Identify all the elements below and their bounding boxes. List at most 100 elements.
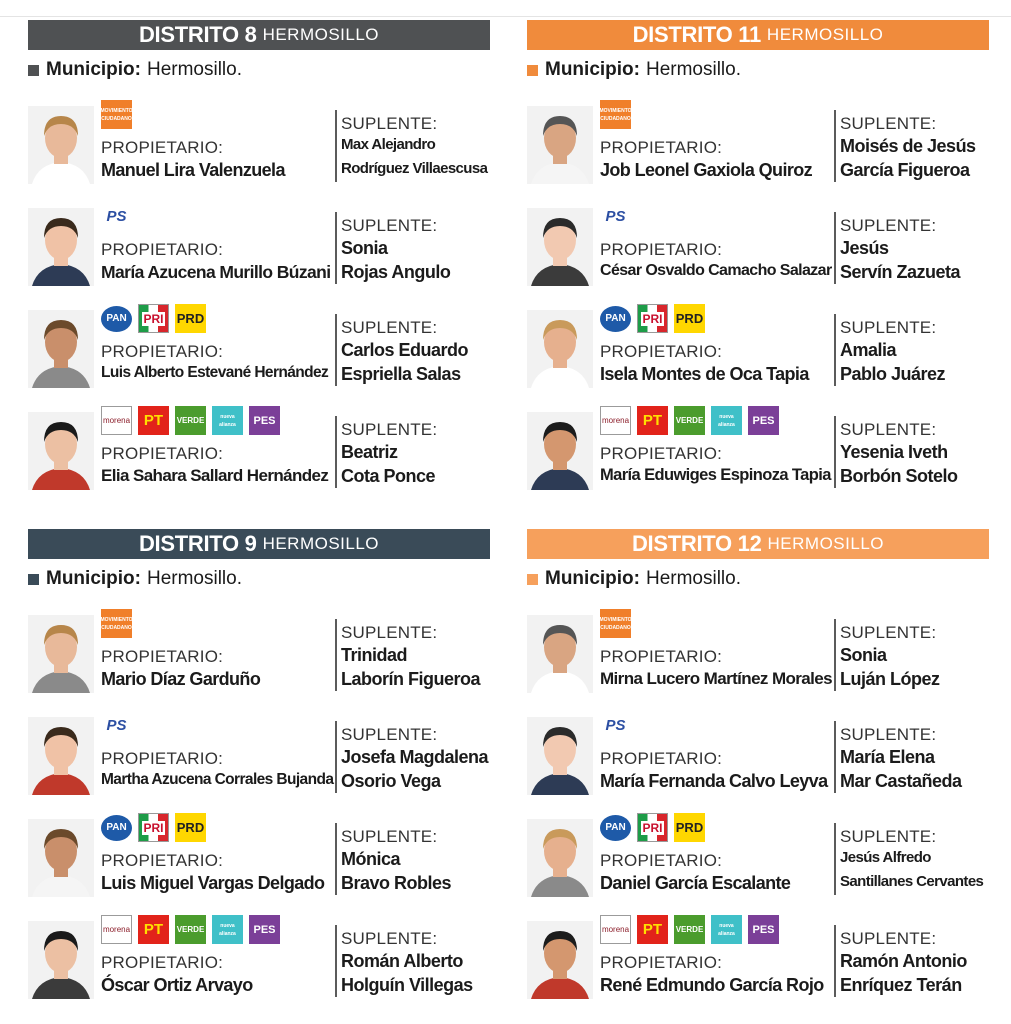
vertical-divider: [335, 721, 337, 793]
mc-logo-text: MOVIMIENTO CIUDADANO: [101, 107, 132, 122]
propietario-name: César Osvaldo Camacho Salazar: [600, 262, 832, 279]
propietario-label: PROPIETARIO:: [600, 953, 723, 972]
pan-logo-text: PAN: [101, 814, 132, 841]
vertical-divider: [335, 619, 337, 691]
suplente-label: SUPLENTE:: [341, 929, 438, 948]
suplente-name-line2: Servín Zazueta: [840, 262, 961, 282]
suplente-name-line2: Santillanes Cervantes: [840, 873, 984, 890]
morena-logo-icon: morena: [101, 915, 132, 944]
morena-logo-icon: morena: [101, 406, 132, 435]
candidate-row: PAN PRI PRD PROPIETARIO: Isela Montes de Oca…: [527, 304, 989, 388]
suplente-name-line2: Holguín Villegas: [341, 975, 473, 995]
vertical-divider: [834, 619, 836, 691]
municipio-label: Municipio:: [46, 568, 141, 589]
pri-logo-text: PRI: [641, 820, 664, 835]
candidate-row: PS PROPIETARIO: César Osvaldo Camacho Sala…: [527, 202, 989, 286]
district-block: DISTRITO 12 HERMOSILLO Municipio: Hermosill…: [527, 529, 989, 999]
propietario-label: PROPIETARIO:: [101, 240, 224, 259]
suplente-label: SUPLENTE:: [341, 216, 438, 235]
suplente-label: SUPLENTE:: [840, 827, 937, 846]
party-logos: morena PT VERDE nueva alianza PES: [600, 915, 785, 945]
district-title: DISTRITO 12: [631, 531, 762, 556]
propietario-name: Job Leonel Gaxiola Quiroz: [600, 160, 813, 180]
mc-logo-text: MOVIMIENTO CIUDADANO: [101, 616, 132, 631]
party-logos: PS: [600, 711, 637, 741]
propietario-label: PROPIETARIO:: [101, 851, 224, 870]
party-logos: PS: [600, 202, 637, 232]
suplente-name-line2: Enríquez Terán: [840, 975, 962, 995]
ps-logo-icon: PS: [600, 202, 631, 231]
propietario-label: PROPIETARIO:: [600, 444, 723, 463]
vertical-divider: [834, 721, 836, 793]
verde-logo-text: VERDE: [675, 416, 704, 425]
propietario-name: Luis Alberto Estevané Hernández: [101, 364, 329, 381]
district-title: DISTRITO 9: [138, 531, 257, 556]
prd-logo-icon: PRD: [674, 813, 705, 842]
district-header: DISTRITO 12 HERMOSILLO: [527, 529, 989, 559]
pan-logo-icon: PAN: [101, 304, 132, 333]
candidate-photo: [28, 819, 94, 897]
candidate-row: PAN PRI PRD PROPIETARIO: Luis Miguel Vargas …: [28, 813, 490, 897]
pri-logo-text: PRI: [142, 820, 165, 835]
morena-logo-text: morena: [102, 925, 131, 934]
pri-logo-icon: PRI: [138, 813, 169, 842]
pt-logo-icon: PT: [637, 406, 668, 435]
suplente-name-line1: Sonia: [341, 238, 388, 258]
square-bullet-icon: [527, 573, 538, 585]
district-title: DISTRITO 11: [632, 22, 762, 47]
municipio-value: Hermosillo.: [645, 568, 742, 589]
district-city: HERMOSILLO: [262, 25, 380, 44]
district-block: DISTRITO 9 HERMOSILLO Municipio: Hermosillo…: [28, 529, 490, 999]
pan-logo-icon: PAN: [101, 813, 132, 842]
vertical-divider: [335, 416, 337, 488]
suplente-name-line1: Max Alejandro: [341, 136, 436, 153]
candidate-row: morena PT VERDE nueva alianza PES PROPIETARIO…: [28, 406, 490, 490]
candidate-photo: [527, 106, 593, 184]
candidate-row: PS PROPIETARIO: María Fernanda Calvo Leyva…: [527, 711, 989, 795]
suplente-name-line2: Luján López: [840, 669, 940, 689]
pes-logo-icon: PES: [249, 406, 280, 435]
propietario-label: PROPIETARIO:: [600, 138, 723, 157]
candidate-photo: [527, 819, 593, 897]
propietario-label: PROPIETARIO:: [600, 851, 723, 870]
propietario-name: René Edmundo García Rojo: [600, 975, 824, 995]
morena-logo-text: morena: [102, 416, 131, 425]
verde-logo-icon: VERDE: [175, 406, 206, 435]
propietario-label: PROPIETARIO:: [101, 953, 224, 972]
municipio-line: Municipio: Hermosillo.: [28, 58, 490, 82]
suplente-name-line1: Jesús: [840, 238, 889, 258]
propietario-name: Manuel Lira Valenzuela: [101, 160, 285, 180]
ps-logo-text: PS: [605, 717, 626, 734]
vertical-divider: [834, 823, 836, 895]
municipio-label: Municipio:: [545, 59, 640, 80]
pt-logo-text: PT: [143, 921, 164, 938]
district-city: HERMOSILLO: [766, 25, 884, 44]
propietario-name: María Fernanda Calvo Leyva: [600, 771, 828, 791]
vertical-divider: [335, 823, 337, 895]
ps-logo-icon: PS: [101, 202, 132, 231]
square-bullet-icon: [28, 573, 39, 585]
party-logos: morena PT VERDE nueva alianza PES: [101, 406, 286, 436]
suplente-label: SUPLENTE:: [341, 827, 438, 846]
ps-logo-icon: PS: [600, 711, 631, 740]
morena-logo-text: morena: [601, 925, 630, 934]
mc-logo-icon: MOVIMIENTO CIUDADANO: [101, 609, 132, 638]
candidate-row: MOVIMIENTO CIUDADANO PROPIETARIO: Mario Dí…: [28, 609, 490, 693]
suplente-name-line2: Rodríguez Villaescusa: [341, 160, 488, 177]
candidate-photo: [28, 921, 94, 999]
pan-logo-text: PAN: [600, 305, 631, 332]
suplente-name-line2: García Figueroa: [840, 160, 970, 180]
suplente-label: SUPLENTE:: [840, 725, 937, 744]
verde-logo-icon: VERDE: [674, 406, 705, 435]
propietario-label: PROPIETARIO:: [101, 647, 224, 666]
candidate-row: PS PROPIETARIO: Martha Azucena Corrales Bu…: [28, 711, 490, 795]
propietario-name: Isela Montes de Oca Tapia: [600, 364, 809, 384]
propietario-label: PROPIETARIO:: [600, 240, 723, 259]
suplente-name-line2: Osorio Vega: [341, 771, 441, 791]
suplente-name-line1: Carlos Eduardo: [341, 340, 469, 360]
verde-logo-text: VERDE: [176, 416, 205, 425]
pes-logo-text: PES: [253, 923, 276, 936]
district-header: DISTRITO 8 HERMOSILLO: [28, 20, 490, 50]
district-city: HERMOSILLO: [767, 534, 885, 553]
district-block: DISTRITO 11 HERMOSILLO Municipio: Hermosill…: [527, 20, 989, 490]
